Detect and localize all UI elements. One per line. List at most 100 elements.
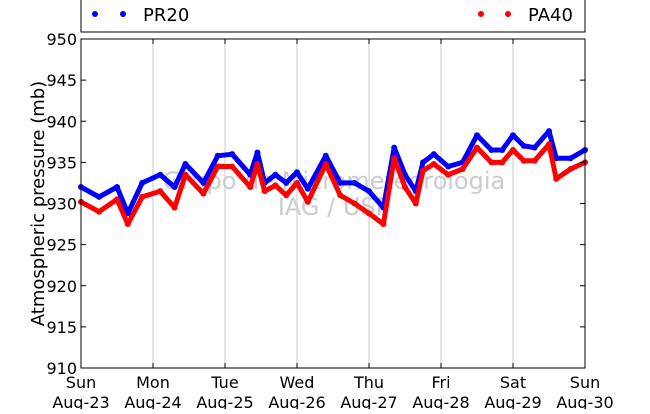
data-point [520, 157, 527, 164]
data-point [294, 169, 300, 176]
data-point [96, 193, 102, 200]
data-point [553, 175, 560, 182]
data-point [459, 165, 466, 172]
y-axis: 910 915 920 925 930 935 940 945 950 [46, 30, 585, 378]
data-point [214, 152, 221, 159]
series-pr20 [78, 128, 588, 217]
data-point [229, 163, 236, 170]
data-point [412, 200, 419, 207]
data-point [531, 144, 538, 151]
y-tick-label: 910 [46, 359, 77, 378]
data-point [510, 147, 516, 154]
y-tick-label: 915 [46, 318, 77, 337]
legend: PR20 PA40 [80, 0, 586, 33]
y-tick-label: 950 [46, 30, 77, 49]
data-point [380, 221, 387, 228]
legend-marker [505, 11, 511, 17]
data-point [157, 188, 164, 195]
legend-marker [120, 11, 126, 17]
data-point [391, 144, 398, 151]
series-pa40 [78, 141, 588, 228]
x-tick-label-day: Mon [136, 373, 170, 392]
legend-label: PR20 [143, 5, 189, 26]
data-point [294, 179, 300, 186]
x-tick-label-day: Wed [280, 373, 315, 392]
x-tick-label-date: Aug-23 [52, 393, 109, 409]
data-point [96, 208, 102, 215]
series-line [78, 128, 588, 216]
data-point [474, 132, 480, 139]
data-point [139, 179, 146, 186]
x-tick-label-date: Aug-29 [484, 393, 541, 409]
data-point [430, 151, 437, 158]
data-point [488, 147, 495, 154]
data-point [567, 155, 574, 162]
legend-marker [92, 11, 98, 17]
data-point [445, 163, 452, 170]
data-point [567, 165, 574, 172]
data-point [546, 128, 552, 135]
data-point [391, 155, 398, 162]
data-point [304, 198, 311, 205]
x-tick-label-day: Tue [210, 373, 238, 392]
data-point [322, 161, 329, 168]
data-point [402, 184, 408, 191]
y-tick-label: 945 [46, 71, 77, 90]
data-point [272, 171, 279, 178]
series-line [78, 141, 588, 227]
data-point [283, 179, 290, 186]
x-tick-label-day: Sun [66, 373, 96, 392]
data-point [430, 161, 437, 168]
data-point [114, 196, 120, 203]
y-tick-label: 940 [46, 112, 77, 131]
data-point [124, 221, 131, 228]
data-point [200, 179, 207, 186]
x-tick-label-date: Aug-28 [412, 393, 469, 409]
data-point [445, 171, 452, 178]
x-tick-label-date: Aug-27 [340, 393, 397, 409]
data-point [247, 184, 254, 191]
x-tick-label-date: Aug-24 [124, 393, 181, 409]
y-tick-label: 930 [46, 195, 77, 214]
data-point [366, 188, 372, 195]
data-point [520, 142, 527, 149]
data-point [420, 159, 426, 166]
data-point [499, 147, 506, 154]
data-point [171, 184, 178, 191]
y-tick-label: 920 [46, 277, 77, 296]
data-point [139, 193, 146, 200]
data-point [261, 188, 268, 195]
data-point [322, 152, 329, 159]
data-point [546, 141, 552, 148]
legend-box [80, 0, 586, 33]
data-point [229, 151, 236, 158]
y-axis-label: Atmospheric pressure (mb) [28, 81, 49, 326]
data-point [214, 163, 221, 170]
data-point [351, 200, 358, 207]
x-tick-label-date: Aug-30 [556, 393, 613, 409]
legend-label: PA40 [528, 5, 573, 26]
x-tick-label-day: Sat [500, 373, 526, 392]
data-point [254, 161, 261, 168]
x-tick-label-day: Thu [353, 373, 384, 392]
data-point [474, 144, 480, 151]
series-layer [78, 128, 588, 228]
data-point [337, 192, 344, 199]
data-point [182, 161, 189, 168]
data-point [351, 179, 358, 186]
data-point [283, 192, 290, 199]
vertical-grid [152, 39, 514, 368]
data-point [254, 149, 261, 156]
data-point [114, 184, 120, 191]
data-point [200, 190, 207, 197]
data-point [420, 167, 426, 174]
x-tick-label-date: Aug-25 [196, 393, 253, 409]
data-point [488, 159, 495, 166]
data-point [366, 210, 372, 217]
data-point [272, 182, 279, 189]
data-point [499, 159, 506, 166]
y-tick-label: 935 [46, 153, 77, 172]
y-tick-label: 925 [46, 236, 77, 255]
data-point [304, 185, 311, 192]
